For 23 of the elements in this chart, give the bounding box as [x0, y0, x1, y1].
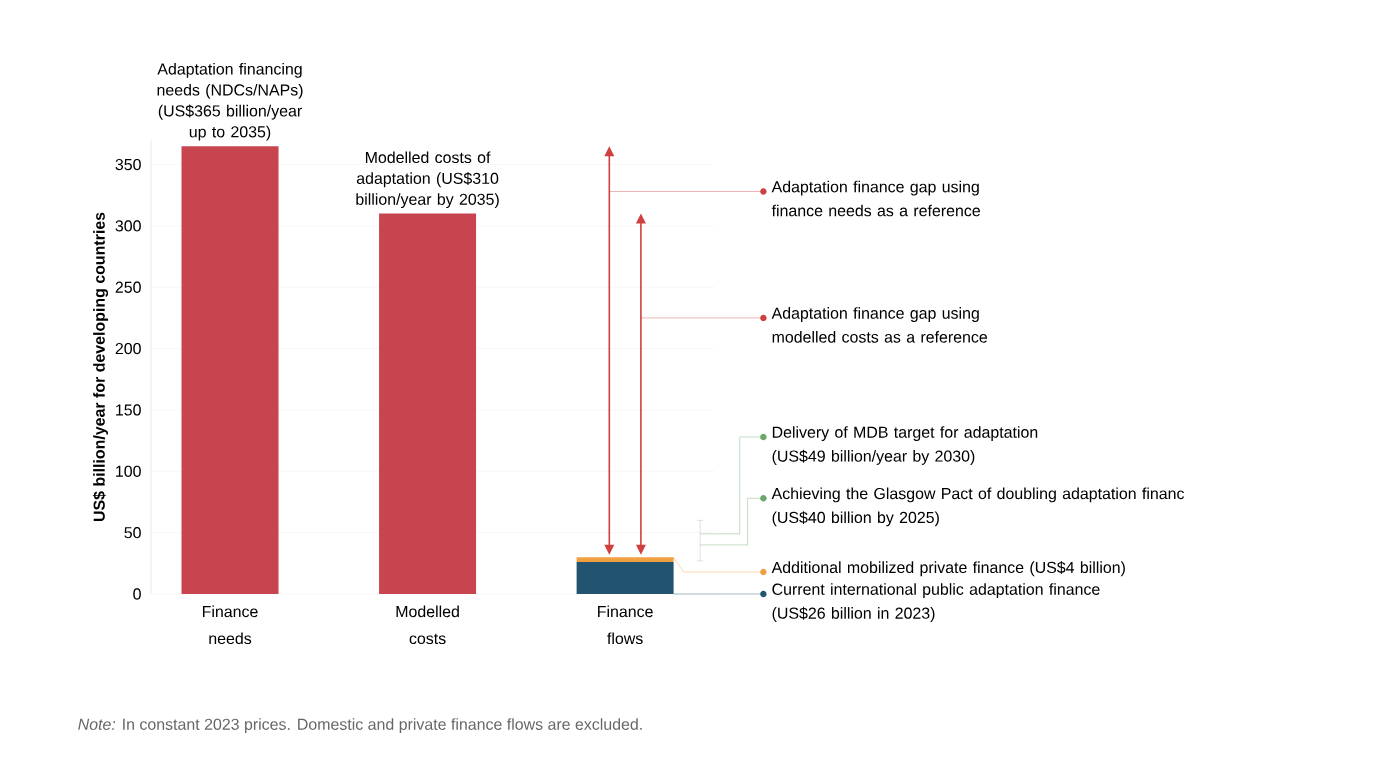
- text: Note: In constant 2023 prices. Domestic and private finance flows are excluded.: [78, 718, 642, 734]
- y-tick-label: 0: [133, 588, 141, 600]
- x-tick-label: Finance flows: [598, 605, 653, 645]
- bar: [181, 146, 279, 594]
- x-tick-label: Finance needs: [202, 605, 258, 645]
- text: Achieving the Glasgow Pact of doubling adaptation financ (US$40 billion by 2025): [771, 487, 1185, 527]
- text: Adaptation finance gap using modelled costs as a reference: [771, 307, 988, 343]
- y-tick-label: 200: [115, 342, 141, 355]
- y-tick-label: 50: [124, 527, 141, 539]
- x-tick-label: Modelled costs: [396, 605, 459, 645]
- y-tick-label: 350: [115, 158, 141, 171]
- bar: [379, 213, 477, 594]
- y-axis-title: US$ billion/year for developing countries: [92, 212, 109, 522]
- y-tick-label: 300: [115, 220, 141, 232]
- text: Delivery of MDB target for adaptation (US$49 billion/year by 2030): [772, 426, 1038, 465]
- annotation: Adaptation financing needs (NDCs/NAPs) (US$365 billion/year up to 2035): [157, 63, 303, 141]
- text: Current international public adaptation finance (US$26 billion in 2023): [772, 583, 1100, 622]
- text: Additional mobilized private finance (US$4 billion): [771, 561, 1125, 577]
- text: Adaptation finance gap using finance needs as a reference: [771, 180, 980, 217]
- y-tick-label: 250: [115, 281, 141, 293]
- annotation: Modelled costs of adaptation (US$310 billion/year by 2035): [356, 151, 499, 209]
- y-tick-label: 100: [116, 465, 141, 477]
- y-tick-label: 150: [116, 404, 141, 416]
